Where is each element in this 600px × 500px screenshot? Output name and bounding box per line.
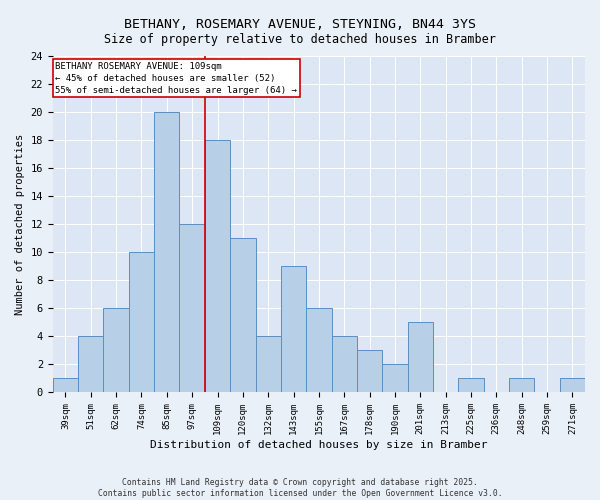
Bar xyxy=(281,266,306,392)
X-axis label: Distribution of detached houses by size in Bramber: Distribution of detached houses by size … xyxy=(150,440,488,450)
Bar xyxy=(306,308,332,392)
Bar xyxy=(154,112,179,392)
Text: BETHANY, ROSEMARY AVENUE, STEYNING, BN44 3YS: BETHANY, ROSEMARY AVENUE, STEYNING, BN44… xyxy=(124,18,476,30)
Bar xyxy=(560,378,585,392)
Bar xyxy=(78,336,103,392)
Bar xyxy=(382,364,407,392)
Text: BETHANY ROSEMARY AVENUE: 109sqm
← 45% of detached houses are smaller (52)
55% of: BETHANY ROSEMARY AVENUE: 109sqm ← 45% of… xyxy=(55,62,297,94)
Bar xyxy=(256,336,281,392)
Bar xyxy=(53,378,78,392)
Bar xyxy=(179,224,205,392)
Bar xyxy=(230,238,256,392)
Bar xyxy=(205,140,230,392)
Y-axis label: Number of detached properties: Number of detached properties xyxy=(15,134,25,315)
Text: Contains HM Land Registry data © Crown copyright and database right 2025.
Contai: Contains HM Land Registry data © Crown c… xyxy=(98,478,502,498)
Bar xyxy=(129,252,154,392)
Bar xyxy=(509,378,535,392)
Text: Size of property relative to detached houses in Bramber: Size of property relative to detached ho… xyxy=(104,32,496,46)
Bar xyxy=(332,336,357,392)
Bar xyxy=(458,378,484,392)
Bar xyxy=(357,350,382,393)
Bar xyxy=(103,308,129,392)
Bar xyxy=(407,322,433,392)
